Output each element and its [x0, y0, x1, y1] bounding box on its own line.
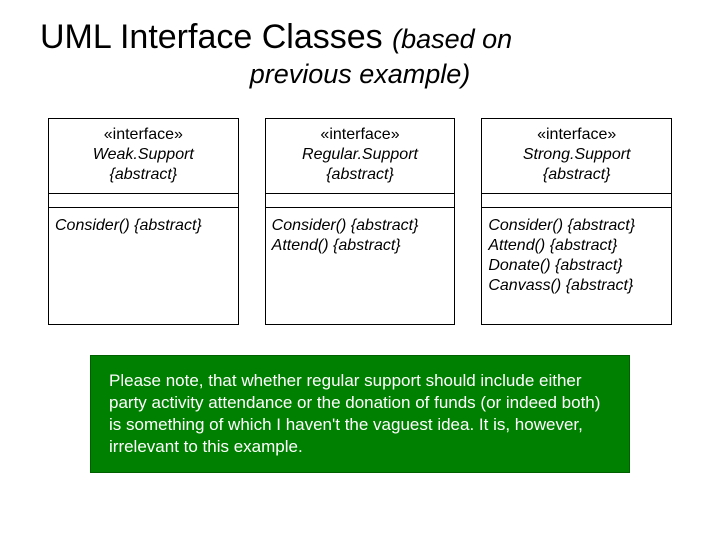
uml-head: «interface» Weak.Support {abstract}	[49, 119, 238, 194]
slide-title-main: UML Interface Classes	[40, 18, 392, 56]
uml-operations: Consider() {abstract}	[49, 208, 238, 318]
uml-boxes-row: «interface» Weak.Support {abstract} Cons…	[0, 90, 720, 325]
abstract-tag: {abstract}	[488, 165, 665, 185]
operation: Attend() {abstract}	[272, 236, 449, 256]
stereotype: «interface»	[55, 125, 232, 145]
abstract-tag: {abstract}	[55, 165, 232, 185]
stereotype: «interface»	[488, 125, 665, 145]
operation: Consider() {abstract}	[55, 216, 232, 236]
uml-class-weak-support: «interface» Weak.Support {abstract} Cons…	[48, 118, 239, 325]
uml-attributes-empty	[49, 194, 238, 208]
uml-attributes-empty	[482, 194, 671, 208]
operation: Consider() {abstract}	[488, 216, 665, 236]
operation: Consider() {abstract}	[272, 216, 449, 236]
operation: Canvass() {abstract}	[488, 276, 665, 296]
abstract-tag: {abstract}	[272, 165, 449, 185]
stereotype: «interface»	[272, 125, 449, 145]
uml-head: «interface» Strong.Support {abstract}	[482, 119, 671, 194]
class-name: Weak.Support	[55, 145, 232, 165]
class-name: Strong.Support	[488, 145, 665, 165]
class-name: Regular.Support	[272, 145, 449, 165]
uml-class-strong-support: «interface» Strong.Support {abstract} Co…	[481, 118, 672, 325]
operation: Attend() {abstract}	[488, 236, 665, 256]
uml-operations: Consider() {abstract} Attend() {abstract…	[266, 208, 455, 318]
uml-attributes-empty	[266, 194, 455, 208]
uml-class-regular-support: «interface» Regular.Support {abstract} C…	[265, 118, 456, 325]
slide-note: Please note, that whether regular suppor…	[90, 355, 630, 473]
uml-operations: Consider() {abstract} Attend() {abstract…	[482, 208, 671, 324]
operation: Donate() {abstract}	[488, 256, 665, 276]
slide-title-sub-inline: (based on	[392, 24, 512, 54]
slide-title-block: UML Interface Classes (based on	[0, 0, 720, 57]
slide-title-sub-line2: previous example)	[0, 59, 720, 90]
uml-head: «interface» Regular.Support {abstract}	[266, 119, 455, 194]
